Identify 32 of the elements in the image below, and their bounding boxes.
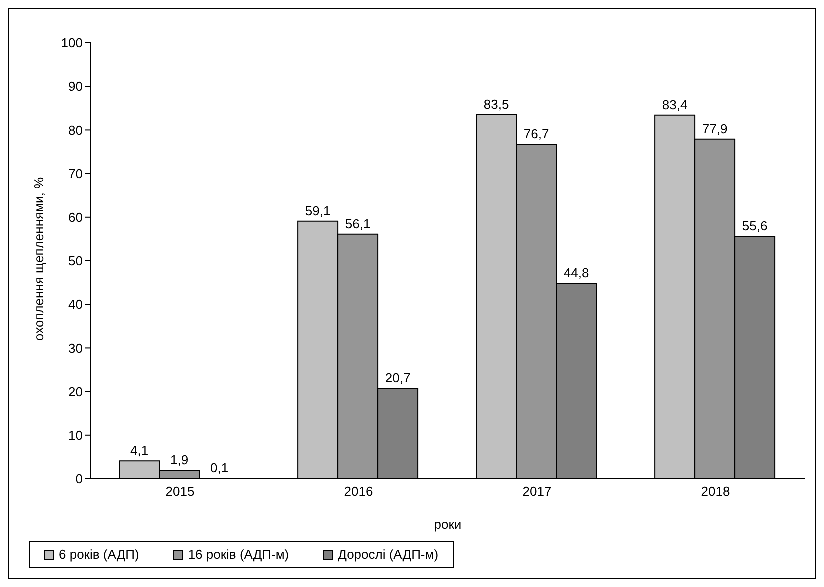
data-label: 20,7	[385, 370, 411, 386]
y-tick-label: 70	[68, 166, 83, 182]
y-axis-title: охоплення щепленнями, %	[32, 177, 47, 341]
y-tick-label: 0	[76, 472, 83, 487]
x-tick-label: 2015	[166, 484, 195, 500]
y-tick-label: 60	[68, 210, 83, 226]
x-tick-label: 2016	[344, 484, 374, 500]
legend-label: 16 років (АДП-м)	[187, 547, 290, 562]
data-label: 83,4	[662, 97, 688, 112]
y-tick-label: 80	[68, 122, 83, 138]
data-label: 83,5	[484, 96, 510, 112]
y-tick-label: 100	[61, 36, 83, 51]
y-tick-label: 40	[68, 297, 83, 312]
data-label: 56,1	[345, 216, 371, 232]
x-tick-label: 2017	[522, 484, 552, 500]
legend-label: Дорослі (АДП-м)	[337, 547, 439, 562]
legend-label: 6 років (АДП)	[58, 547, 140, 562]
y-tick-label: 30	[68, 340, 83, 356]
data-label: 4,1	[130, 443, 149, 458]
data-label: 1,9	[170, 452, 189, 468]
y-tick-label: 90	[68, 79, 83, 94]
data-label: 44,8	[564, 266, 590, 281]
y-tick-label: 50	[68, 254, 83, 269]
data-label: 55,6	[742, 218, 768, 234]
x-axis-title: роки	[434, 517, 462, 532]
y-tick-label: 10	[68, 428, 83, 444]
data-label: 77,9	[702, 121, 728, 136]
x-tick-label: 2018	[701, 484, 730, 500]
y-tick-label: 20	[68, 384, 83, 400]
data-label: 59,1	[305, 203, 331, 218]
data-label: 76,7	[524, 126, 550, 142]
data-label: 0,1	[210, 460, 229, 476]
